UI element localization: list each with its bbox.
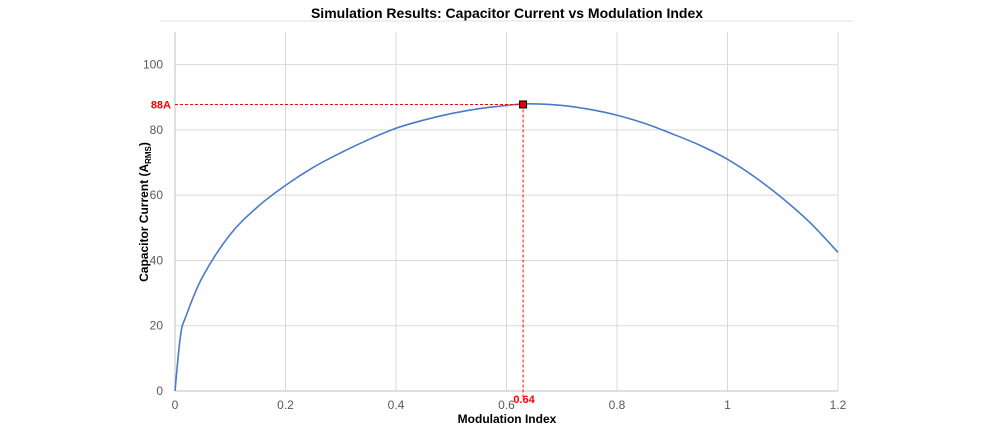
y-axis-title-sub: RMS xyxy=(144,145,153,163)
x-tick-label: 1 xyxy=(724,398,731,412)
y-axis-title: Capacitor Current (ARMS) xyxy=(137,142,153,282)
x-tick-label: 0.6 xyxy=(498,398,515,412)
axes xyxy=(174,32,838,392)
x-tick-label: 0 xyxy=(172,398,179,412)
x-tick-label: 0.8 xyxy=(609,398,626,412)
x-tick-label: 1.2 xyxy=(830,398,847,412)
annotation-layer: 88A 0.64 xyxy=(151,99,536,406)
tick-labels: 0 0.2 0.4 0.6 0.8 1 1.2 0 20 40 60 80 100 xyxy=(143,58,847,412)
x-tick-label: 0.2 xyxy=(277,398,294,412)
annotation-marker xyxy=(519,100,528,109)
annotation-y-label: 88A xyxy=(151,99,171,111)
series-line xyxy=(174,102,839,392)
y-tick-label: 20 xyxy=(150,319,164,333)
annotation-x-label: 0.64 xyxy=(513,394,535,406)
y-tick-label: 80 xyxy=(150,123,164,137)
series-layer xyxy=(174,102,839,392)
x-tick-label: 0.4 xyxy=(388,398,405,412)
y-axis-title-main: Capacitor Current (A xyxy=(137,164,151,282)
y-tick-label: 100 xyxy=(143,58,163,72)
y-tick-label: 60 xyxy=(150,188,164,202)
y-tick-label: 0 xyxy=(156,384,163,398)
y-tick-label: 40 xyxy=(150,253,164,267)
x-axis-title: Modulation Index xyxy=(458,412,557,426)
chart-title: Simulation Results: Capacitor Current vs… xyxy=(311,5,703,21)
y-axis-title-close: ) xyxy=(137,142,151,146)
grid xyxy=(175,32,839,391)
